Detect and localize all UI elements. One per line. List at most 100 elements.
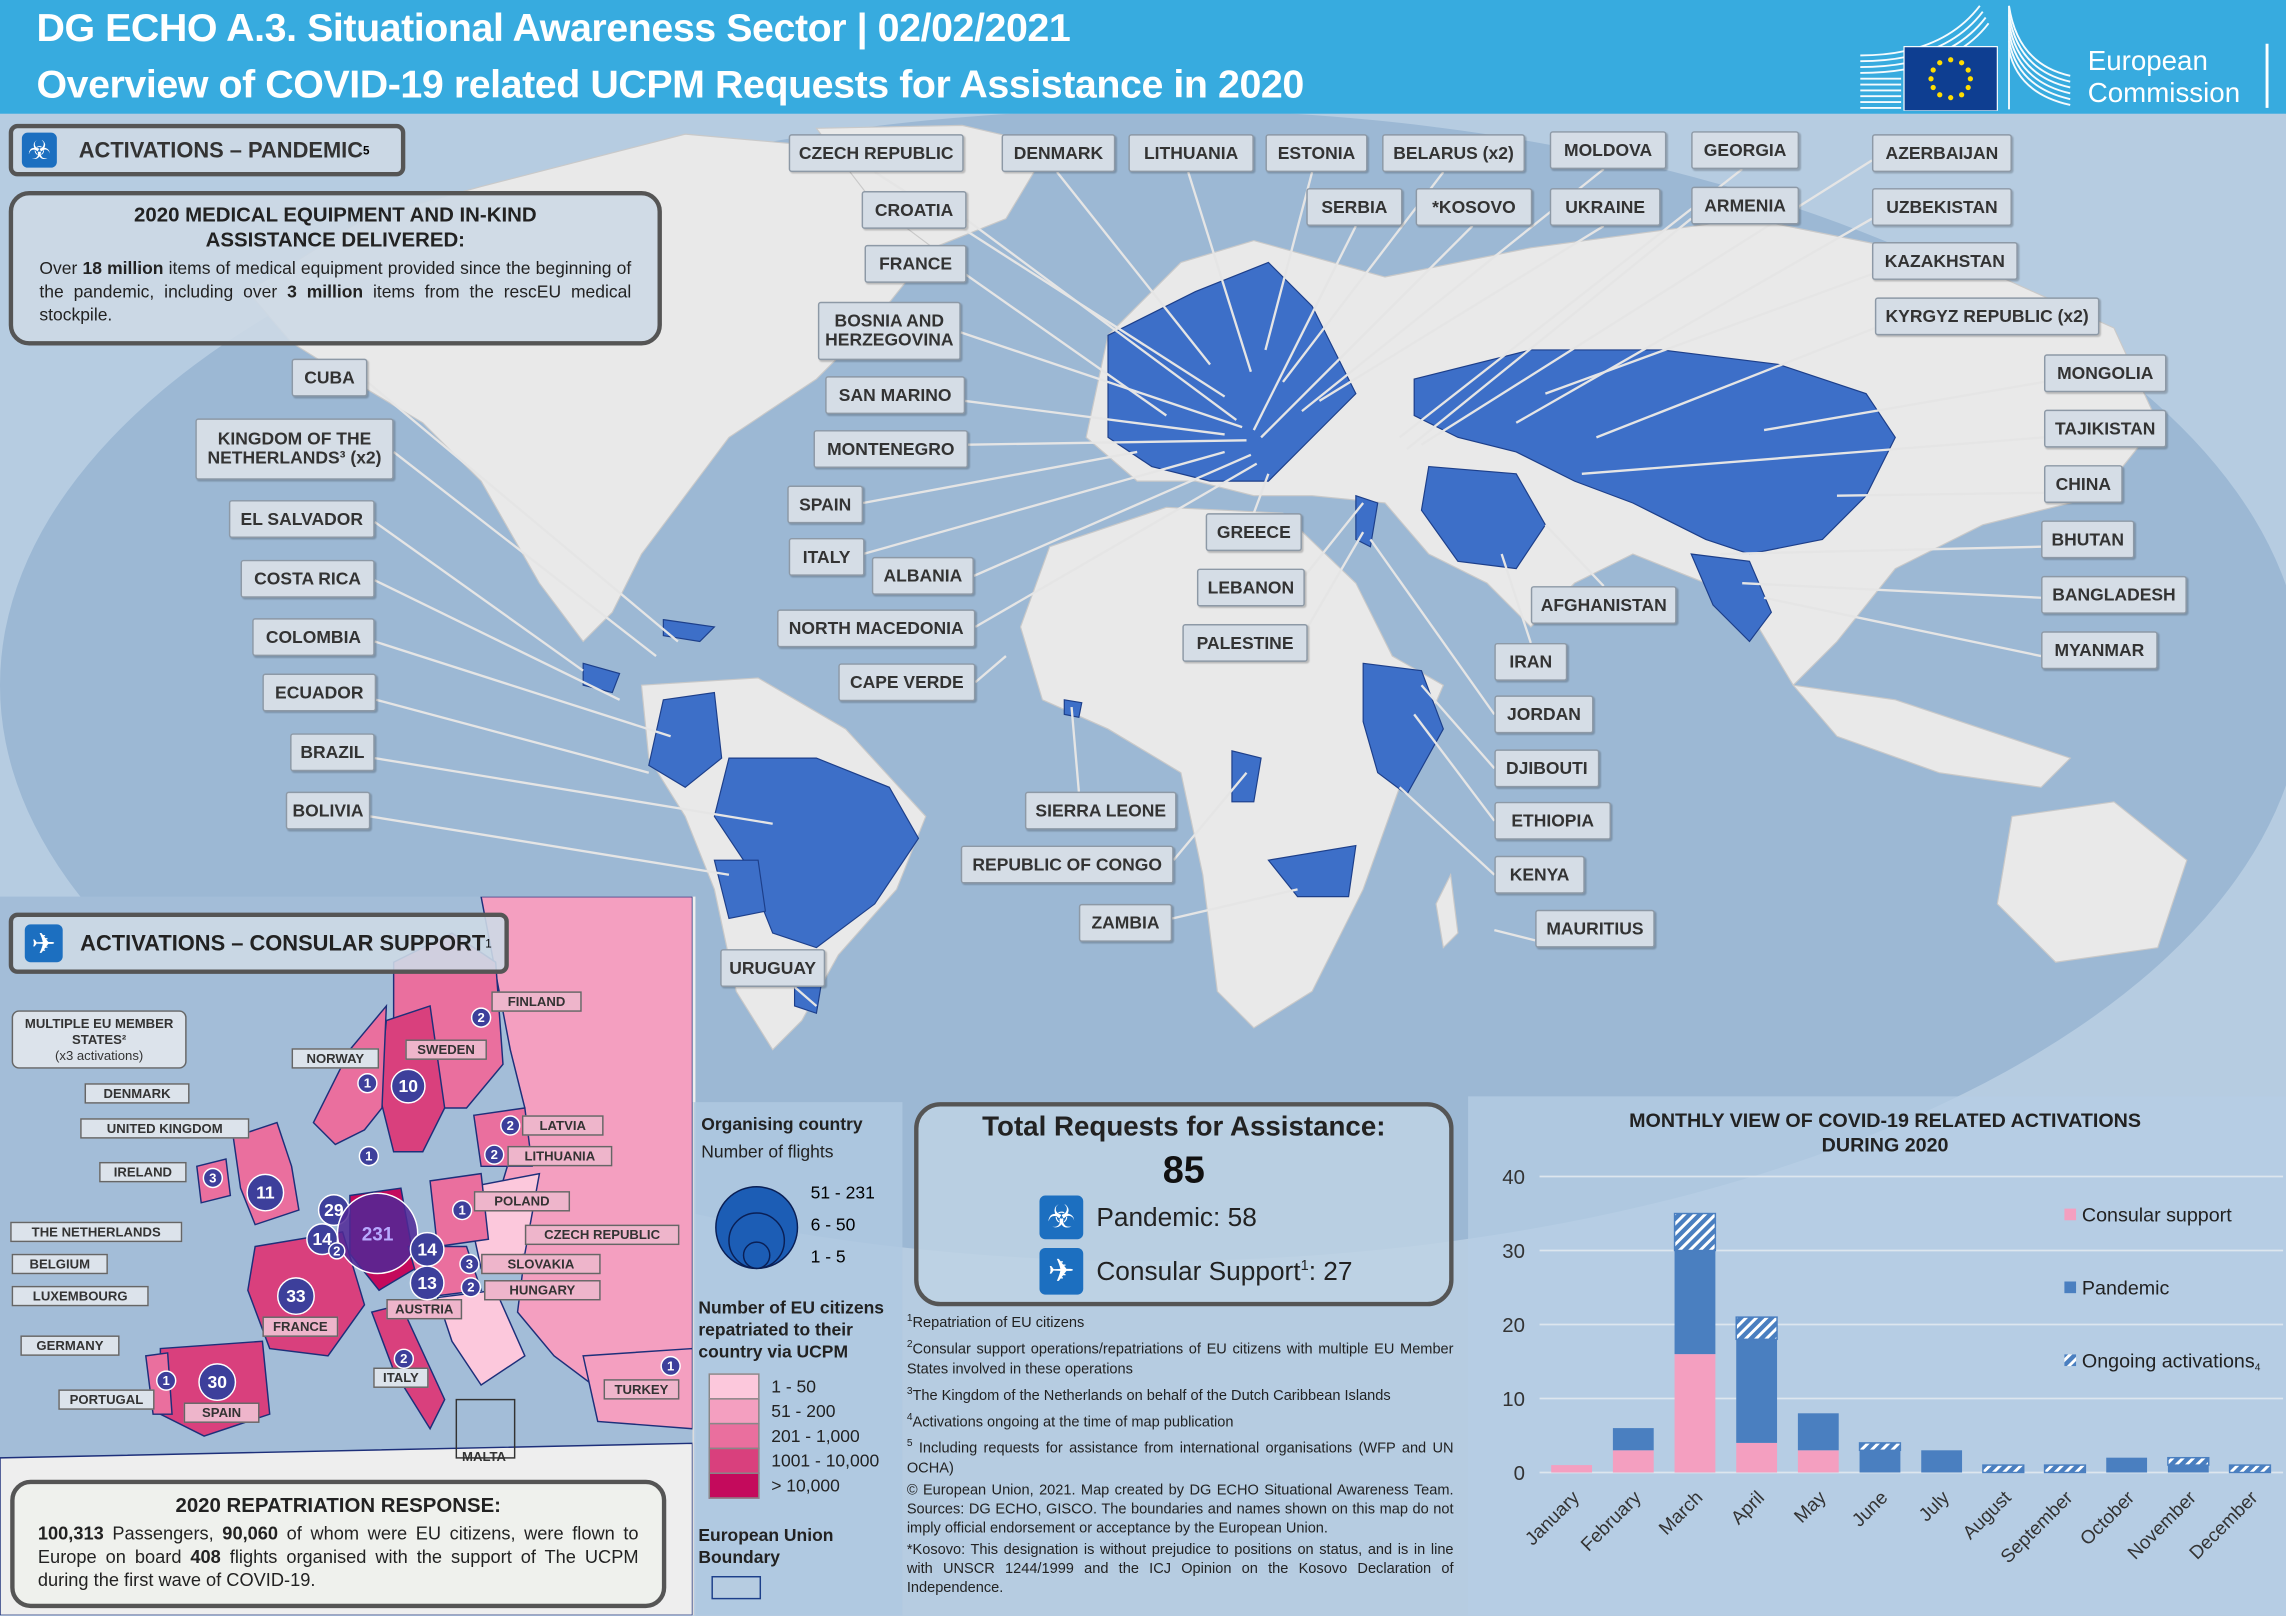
flight-count-poland: 1 bbox=[451, 1199, 473, 1221]
country-label-kingdom-of-the-netherlands-x2: KINGDOM OF THE NETHERLANDS³ (x2) bbox=[195, 418, 394, 480]
consular-title-sup: 1 bbox=[485, 936, 492, 950]
bar-consular-support-january bbox=[1551, 1465, 1593, 1473]
text: Passengers, bbox=[103, 1523, 223, 1544]
leader-line bbox=[1264, 171, 1314, 351]
leader-line bbox=[862, 450, 1225, 556]
country-label-moldova: MOLDOVA bbox=[1549, 131, 1667, 170]
country-label-uruguay: URUGUAY bbox=[720, 949, 826, 988]
leader-line bbox=[1836, 491, 2045, 497]
eu-citizens-count: 90,060 bbox=[222, 1523, 279, 1544]
text: flights organised with the support of Th… bbox=[37, 1546, 639, 1591]
leader-line bbox=[366, 381, 679, 643]
y-tick-label: 0 bbox=[1514, 1463, 1525, 1485]
flight-count-austria: 13 bbox=[409, 1265, 445, 1301]
legend-swatch-ongoing-activations bbox=[2064, 1354, 2077, 1367]
consular-label-turkey: TURKEY bbox=[603, 1379, 680, 1400]
consular-label-malta: MALTA bbox=[462, 1449, 507, 1464]
y-tick-label: 10 bbox=[1502, 1389, 1525, 1411]
footnote: 4Activations ongoing at the time of map … bbox=[907, 1408, 1454, 1432]
bar-ongoing-activations-september bbox=[2043, 1464, 2087, 1474]
country-label-bosnia-and-herzegovina: BOSNIA AND HERZEGOVINA bbox=[817, 301, 961, 361]
header-banner: DG ECHO A.3. Situational Awareness Secto… bbox=[0, 0, 2286, 114]
footnote-text: *Kosovo: This designation is without pre… bbox=[906, 1541, 1454, 1596]
country-label-jordan: JORDAN bbox=[1494, 695, 1594, 734]
x-tick-label: May bbox=[1790, 1487, 1831, 1528]
flight-count-germany: 231 bbox=[336, 1192, 419, 1275]
bar-pandemic-february bbox=[1612, 1428, 1654, 1451]
logo-text-commission: Commission bbox=[2087, 78, 2241, 110]
country-label-sierra-leone: SIERRA LEONE bbox=[1024, 791, 1177, 830]
leader-line bbox=[374, 640, 671, 738]
consular-label-luxembourg: LUXEMBOURG bbox=[11, 1285, 149, 1307]
country-label-albania: ALBANIA bbox=[871, 556, 974, 595]
citizen-range-row: > 10,000 bbox=[708, 1471, 880, 1499]
leader-line bbox=[374, 756, 773, 825]
bar-ongoing-activations-november bbox=[2167, 1456, 2210, 1466]
leader-line bbox=[968, 439, 1247, 446]
country-label-kazakhstan: KAZAKHSTAN bbox=[1871, 242, 2018, 280]
text: of whom were EU citizens, were flown to … bbox=[37, 1523, 639, 1568]
citizen-range-label: 51 - 200 bbox=[771, 1400, 836, 1421]
leader-line bbox=[793, 986, 818, 1007]
consular-label-latvia: LATVIA bbox=[521, 1115, 604, 1136]
flight-count-sweden: 10 bbox=[390, 1068, 426, 1104]
country-label-bangladesh: BANGLADESH bbox=[2041, 575, 2187, 614]
logo-text-european: European bbox=[2087, 46, 2208, 78]
footnote: 5 Including requests for assistance from… bbox=[907, 1435, 1454, 1478]
european-commission-logo: European Commission bbox=[1854, 3, 2277, 112]
leader-line bbox=[1306, 531, 1365, 628]
pandemic-title-text: ACTIVATIONS – PANDEMIC bbox=[78, 137, 364, 163]
leader-line bbox=[964, 217, 1238, 421]
flight-count-luxembourg: 2 bbox=[328, 1242, 346, 1260]
consular-label-france: FRANCE bbox=[262, 1316, 339, 1337]
leader-line bbox=[1544, 272, 1873, 395]
country-label-ecuador: ECUADOR bbox=[262, 673, 377, 712]
medical-box-title-2: ASSISTANCE DELIVERED: bbox=[205, 227, 465, 251]
x-tick-label: February bbox=[1577, 1487, 1646, 1556]
consular-section-title: ✈ ACTIVATIONS – CONSULAR SUPPORT 1 bbox=[8, 912, 509, 974]
legend-label-consular-support: Consular support bbox=[2082, 1205, 2232, 1227]
x-tick-label: April bbox=[1727, 1487, 1769, 1529]
country-label-azerbaijan: AZERBAIJAN bbox=[1871, 134, 2012, 173]
leader-line bbox=[862, 450, 1138, 505]
malta-inset-box bbox=[455, 1398, 516, 1459]
consular-total-label: Consular Support bbox=[1096, 1256, 1301, 1286]
biohazard-icon: ☣ bbox=[1039, 1195, 1084, 1240]
leader-line bbox=[1763, 380, 2045, 432]
bar-ongoing-activations-august bbox=[1982, 1464, 2025, 1474]
country-label-armenia: ARMENIA bbox=[1691, 186, 1800, 225]
logo-divider bbox=[2265, 43, 2269, 108]
monthly-activations-chart-panel bbox=[1468, 1096, 2286, 1616]
country-label-estonia: ESTONIA bbox=[1265, 134, 1368, 173]
leader-line bbox=[1369, 538, 1496, 716]
country-label-cuba: CUBA bbox=[291, 358, 368, 397]
leader-line bbox=[1742, 581, 2042, 599]
repatriation-title: 2020 REPATRIATION RESPONSE: bbox=[175, 1492, 501, 1517]
consular-label-lithuania: LITHUANIA bbox=[507, 1145, 613, 1167]
leader-line bbox=[1318, 224, 1605, 402]
leader-line bbox=[973, 453, 1252, 577]
consular-label-sweden: SWEDEN bbox=[405, 1039, 487, 1060]
flight-range-medium: 6 - 50 bbox=[810, 1214, 856, 1235]
label-line: MULTIPLE EU MEMBER bbox=[24, 1016, 174, 1031]
consular-label-finland: FINLAND bbox=[491, 991, 582, 1012]
flight-count-finland: 2 bbox=[470, 1007, 492, 1028]
leader-line bbox=[1070, 706, 1081, 792]
country-label-kosovo: *KOSOVO bbox=[1415, 188, 1533, 226]
leader-line bbox=[375, 698, 650, 774]
country-label-afghanistan: AFGHANISTAN bbox=[1530, 586, 1677, 624]
legend-swatch-consular-support bbox=[2064, 1208, 2077, 1221]
country-label-bolivia: BOLIVIA bbox=[285, 791, 371, 830]
legend-label-pandemic: Pandemic bbox=[2082, 1278, 2170, 1300]
country-label-el-salvador: EL SALVADOR bbox=[228, 500, 375, 538]
chart-title: MONTHLY VIEW OF COVID-19 RELATED ACTIVAT… bbox=[1629, 1110, 2141, 1132]
bar-consular-support-april bbox=[1736, 1442, 1778, 1473]
country-label-iran: IRAN bbox=[1494, 642, 1568, 681]
country-label-zambia: ZAMBIA bbox=[1078, 903, 1173, 942]
bar-ongoing-activations-june bbox=[1858, 1442, 1902, 1452]
leader-line bbox=[1494, 929, 1536, 942]
leader-line bbox=[1544, 524, 1605, 587]
consular-label-norway: NORWAY bbox=[291, 1048, 380, 1069]
pandemic-activation-countries bbox=[582, 261, 1896, 1015]
airplane-icon: ✈ bbox=[1039, 1247, 1084, 1295]
